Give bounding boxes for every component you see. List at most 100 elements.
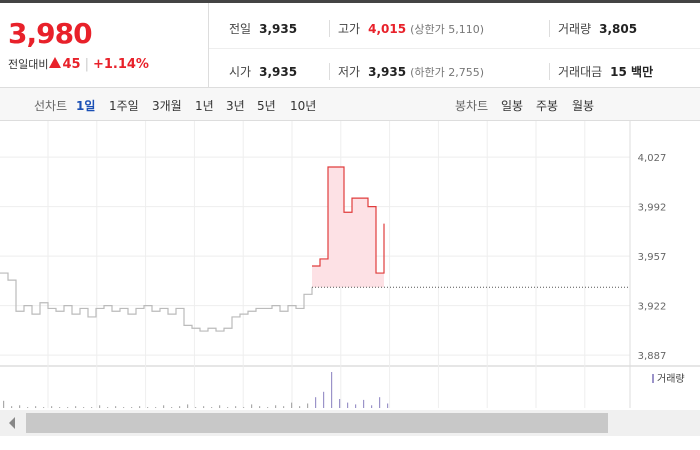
price: 3,980 xyxy=(8,17,93,50)
volume-bar xyxy=(115,406,117,408)
volume-bar xyxy=(267,407,269,408)
info-value: 15 백만 xyxy=(610,65,654,79)
up-icon xyxy=(49,57,62,68)
info-cell: 시가 3,935 xyxy=(229,63,297,80)
volume-bar xyxy=(371,405,373,408)
tab-label: 봉차트 xyxy=(455,99,489,113)
info-cell: 거래대금 15 백만 xyxy=(549,63,653,80)
volume-bar xyxy=(315,397,317,408)
volume-bar xyxy=(123,407,125,408)
legend-swatch xyxy=(652,374,654,383)
volume-bar xyxy=(251,404,253,408)
volume-bar xyxy=(163,405,165,408)
tab[interactable]: 1일 xyxy=(76,99,96,113)
volume-bar xyxy=(147,407,149,408)
tab-bar: 선차트 1일 1주일 3개월 1년 3년 5년 10년 봉차트 일봉 주봉 월봉 xyxy=(0,88,700,121)
volume-bar xyxy=(139,406,141,408)
change-label: 전일대비 xyxy=(8,58,49,71)
info-row: 전일 3,935 고가 4,015 (상한가 5,110) 거래량 3,805 xyxy=(209,6,700,48)
volume-bar xyxy=(11,406,13,408)
price-line xyxy=(312,166,385,274)
legend-label: 거래량 xyxy=(657,373,685,385)
tab[interactable]: 일봉 xyxy=(501,99,524,113)
volume-bar xyxy=(35,406,37,408)
volume-bar xyxy=(171,407,173,408)
scrollbar[interactable] xyxy=(0,410,700,436)
info-cell: 전일 3,935 xyxy=(229,20,297,37)
volume-bar xyxy=(379,397,381,408)
volume-bar xyxy=(243,407,245,408)
info-value: 3,935 xyxy=(368,65,407,79)
header: 3,980 전일대비 45 | +1.14% 전일 3,935 고가 4,015 (상한가 5… xyxy=(0,0,700,88)
volume-bar xyxy=(203,406,205,408)
y-tick-label: 4,027 xyxy=(638,153,667,164)
volume-bar xyxy=(75,406,77,408)
info-label: 거래대금 xyxy=(558,65,603,79)
info-row: 시가 3,935 저가 3,935 (하한가 2,755) 거래대금 15 백만 xyxy=(209,48,700,91)
volume-bar xyxy=(43,407,45,408)
info-cell: 저가 3,935 (하한가 2,755) xyxy=(329,63,484,80)
volume-bar xyxy=(219,405,221,408)
volume-bar xyxy=(187,404,189,408)
volume-bar xyxy=(323,391,325,408)
info-value: 4,015 xyxy=(368,22,407,36)
volume-bar xyxy=(195,407,197,408)
tab[interactable]: 10년 xyxy=(290,99,317,113)
tab[interactable]: 1년 xyxy=(195,99,214,113)
tab[interactable]: 1주일 xyxy=(109,99,139,113)
tab[interactable]: 3년 xyxy=(226,99,245,113)
volume-bar xyxy=(211,407,213,408)
info-note: (하한가 2,755) xyxy=(410,66,484,79)
volume-bar xyxy=(275,405,277,408)
volume-bar xyxy=(67,407,69,408)
volume-bar xyxy=(83,407,85,408)
volume-bar xyxy=(339,399,341,408)
volume-bar xyxy=(155,407,157,408)
volume-bar xyxy=(235,406,237,408)
tab[interactable]: 3개월 xyxy=(152,99,182,113)
info-label: 시가 xyxy=(229,65,252,79)
info-label: 고가 xyxy=(338,22,361,36)
volume-bar xyxy=(3,400,5,408)
volume-bar xyxy=(227,407,229,408)
volume-bar xyxy=(331,372,333,408)
info-value: 3,935 xyxy=(259,22,298,36)
y-tick-label: 3,887 xyxy=(638,351,667,362)
info-value: 3,935 xyxy=(259,65,298,79)
info-value: 3,805 xyxy=(599,22,638,36)
volume-bar xyxy=(299,406,301,408)
y-tick-label: 3,992 xyxy=(638,203,667,214)
price-box: 3,980 전일대비 45 | +1.14% xyxy=(0,3,209,88)
info-label: 저가 xyxy=(338,65,361,79)
volume-bar xyxy=(291,402,293,408)
info-cell: 거래량 3,805 xyxy=(549,20,637,37)
volume-bar xyxy=(363,399,365,408)
volume-bar xyxy=(355,404,357,408)
scroll-graphic xyxy=(9,413,608,433)
tab[interactable]: 5년 xyxy=(257,99,276,113)
change-pct: +1.14% xyxy=(92,57,149,72)
tab-label: 선차트 xyxy=(34,99,68,113)
volume-bar xyxy=(259,406,261,408)
volume-bar xyxy=(19,405,21,408)
info-label: 거래량 xyxy=(558,22,592,36)
price-line xyxy=(0,272,313,332)
info-cell: 고가 4,015 (상한가 5,110) xyxy=(329,20,484,37)
volume-bar xyxy=(59,407,61,408)
chart: 3,887 3,922 3,957 3,992 4,027 거래량 xyxy=(0,121,700,410)
info-note: (상한가 5,110) xyxy=(410,23,484,36)
volume-bar xyxy=(99,405,101,408)
volume-bar xyxy=(179,406,181,408)
change: 전일대비 45 | +1.14% xyxy=(8,57,149,72)
y-tick-label: 3,957 xyxy=(638,252,667,263)
info-label: 전일 xyxy=(229,22,252,36)
volume-bar xyxy=(283,406,285,408)
volume-bar xyxy=(51,406,53,408)
tab[interactable]: 주봉 xyxy=(536,99,559,113)
volume-bar xyxy=(131,407,133,408)
volume-bar xyxy=(91,407,93,408)
volume-bar xyxy=(107,407,109,408)
volume-bar xyxy=(307,403,309,408)
tab[interactable]: 월봉 xyxy=(572,99,595,113)
